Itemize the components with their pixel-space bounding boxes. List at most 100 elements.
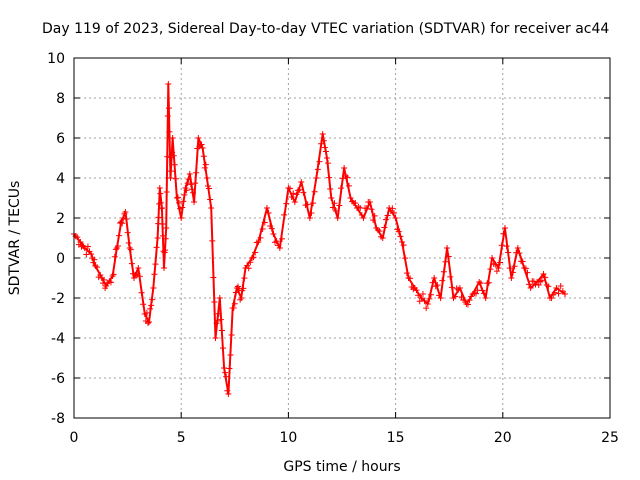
data-point <box>505 249 512 256</box>
data-point <box>553 285 560 291</box>
data-point <box>345 182 352 189</box>
data-point <box>321 144 328 151</box>
data-point <box>225 391 232 397</box>
data-point <box>418 295 425 301</box>
data-point <box>337 185 344 192</box>
data-point <box>263 205 270 211</box>
data-point <box>493 268 500 275</box>
data-point <box>392 215 399 221</box>
data-point <box>407 275 414 282</box>
data-point <box>339 175 346 182</box>
data-point <box>503 243 510 250</box>
data-point <box>485 279 492 286</box>
data-point <box>445 253 452 260</box>
data-point <box>331 200 338 207</box>
data-point <box>437 295 444 301</box>
data-point <box>232 289 239 296</box>
data-point <box>382 216 389 223</box>
data-point <box>149 296 156 303</box>
data-point <box>207 196 214 203</box>
data-point <box>495 265 502 271</box>
data-point <box>500 230 507 237</box>
data-point <box>371 212 378 219</box>
data-point <box>379 235 386 241</box>
data-point <box>538 277 545 284</box>
data-point <box>159 232 166 239</box>
data-point <box>116 232 123 239</box>
data-point <box>555 290 562 297</box>
y-axis-label: SDTVAR / TECUs <box>7 181 23 296</box>
data-point <box>163 225 170 231</box>
data-point <box>195 135 202 141</box>
data-point <box>211 298 218 305</box>
data-point <box>268 225 275 232</box>
data-point <box>296 186 303 193</box>
data-point <box>154 235 161 241</box>
data-point <box>168 168 175 175</box>
data-point <box>527 285 534 291</box>
x-axis-label: GPS time / hours <box>283 459 400 475</box>
data-point <box>147 305 154 312</box>
data-point <box>326 174 333 181</box>
data-point <box>170 152 177 159</box>
data-point <box>252 249 259 256</box>
data-point <box>200 153 207 160</box>
data-point <box>306 215 313 221</box>
y-tick-label: 6 <box>56 131 65 147</box>
data-point <box>257 234 264 241</box>
data-point <box>161 265 168 271</box>
data-point <box>333 208 340 215</box>
data-point <box>212 335 219 341</box>
data-point <box>318 140 325 147</box>
data-point <box>561 291 568 297</box>
data-point <box>431 275 438 281</box>
data-point <box>384 212 391 219</box>
data-point <box>136 273 143 280</box>
data-point <box>314 166 321 173</box>
data-point <box>278 235 285 242</box>
data-point <box>231 300 238 307</box>
data-point <box>397 233 404 240</box>
data-point <box>473 290 479 297</box>
data-point <box>112 246 119 253</box>
data-point <box>185 176 192 183</box>
data-point <box>511 263 518 270</box>
data-point <box>247 259 254 266</box>
data-point <box>208 205 215 211</box>
data-point <box>120 214 127 221</box>
data-point <box>94 264 101 271</box>
data-point <box>381 224 388 231</box>
data-point <box>509 269 516 276</box>
data-point <box>169 135 176 141</box>
data-point <box>557 282 564 289</box>
data-point <box>415 292 422 299</box>
data-series <box>71 81 568 397</box>
data-point <box>352 200 359 207</box>
data-point <box>489 255 496 261</box>
data-point <box>310 200 317 207</box>
data-point <box>118 219 125 225</box>
x-tick-label: 10 <box>279 430 297 446</box>
data-point <box>224 387 231 394</box>
data-point <box>162 247 169 254</box>
data-point <box>122 209 129 215</box>
data-point <box>389 205 396 212</box>
data-point <box>103 283 110 289</box>
y-tick-label: -8 <box>51 411 65 427</box>
data-point <box>548 295 555 302</box>
data-point <box>101 276 108 283</box>
data-point <box>336 202 343 209</box>
data-point <box>74 234 81 241</box>
data-point <box>424 301 431 307</box>
data-point <box>150 285 157 291</box>
data-point <box>88 251 95 257</box>
data-point <box>192 180 199 187</box>
data-point <box>341 165 348 171</box>
data-point <box>138 289 145 296</box>
data-point <box>203 175 210 181</box>
data-point <box>228 332 235 339</box>
data-point <box>452 293 459 300</box>
data-point <box>501 225 508 231</box>
data-point <box>210 274 217 281</box>
